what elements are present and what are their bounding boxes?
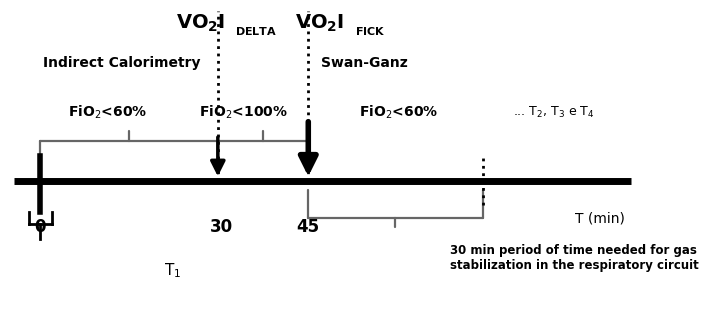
Text: 45: 45 — [297, 218, 320, 236]
Text: FiO$_2$<60%: FiO$_2$<60% — [68, 104, 147, 121]
Text: ... T$_2$, T$_3$ e T$_4$: ... T$_2$, T$_3$ e T$_4$ — [513, 105, 595, 120]
Text: T (min): T (min) — [575, 212, 625, 226]
Text: Swan-Ganz: Swan-Ganz — [321, 56, 408, 70]
Text: FiO$_2$<100%: FiO$_2$<100% — [199, 104, 288, 121]
Text: $\mathbf{FICK}$: $\mathbf{FICK}$ — [355, 25, 386, 37]
Text: T$_1$: T$_1$ — [164, 261, 182, 280]
Text: 0: 0 — [34, 218, 46, 236]
Text: $\mathbf{VO_2I}$: $\mathbf{VO_2I}$ — [295, 12, 345, 34]
Text: 30 min period of time needed for gas
stabilization in the respiratory circuit: 30 min period of time needed for gas sta… — [450, 244, 699, 272]
Text: 30: 30 — [210, 218, 232, 236]
Text: Indirect Calorimetry: Indirect Calorimetry — [44, 56, 201, 70]
Text: $\mathbf{VO_2I}$: $\mathbf{VO_2I}$ — [176, 12, 225, 34]
Text: FiO$_2$<60%: FiO$_2$<60% — [359, 104, 439, 121]
Text: $\mathbf{DELTA}$: $\mathbf{DELTA}$ — [235, 25, 277, 37]
